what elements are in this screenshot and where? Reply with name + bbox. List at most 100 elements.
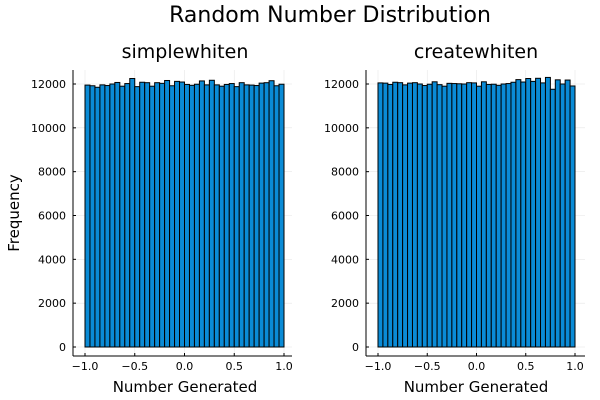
simplewhiten-bars	[84, 78, 285, 348]
simplewhiten-bar-31	[233, 86, 240, 348]
simplewhiten-axes	[72, 70, 292, 357]
simplewhiten-bar-37	[263, 82, 270, 348]
simplewhiten-bar-13	[144, 82, 151, 348]
createwhiten-bar-10	[421, 85, 428, 348]
createwhiten-title: createwhiten	[414, 41, 538, 63]
createwhiten-bars	[377, 76, 576, 348]
simplewhiten-bar-38	[268, 80, 275, 348]
simplewhiten-bar-9	[124, 83, 131, 348]
createwhiten-bar-15	[446, 82, 453, 348]
simplewhiten-bar-36	[258, 82, 265, 348]
simplewhiten-y-tick-label: 12000	[31, 78, 66, 91]
createwhiten-panel: createwhiten Number Generated −1.0 −0.5 0.…	[324, 41, 585, 396]
simplewhiten-bar-40	[278, 83, 285, 348]
simplewhiten-bar-10	[129, 78, 136, 348]
simplewhiten-bar-8	[119, 85, 126, 348]
frequency-ylabel: Frequency	[5, 174, 23, 252]
simplewhiten-bar-24	[198, 80, 205, 348]
simplewhiten-bar-30	[228, 83, 235, 348]
createwhiten-bar-36	[549, 88, 556, 348]
simplewhiten-bar-28	[218, 85, 225, 348]
createwhiten-bar-25	[495, 84, 502, 348]
simplewhiten-bar-39	[273, 85, 280, 348]
createwhiten-x-tick-label: 0.0	[468, 360, 486, 373]
simplewhiten-bar-15	[154, 82, 161, 348]
createwhiten-bar-28	[510, 81, 517, 348]
createwhiten-bar-32	[530, 80, 537, 348]
createwhiten-y-tick-label: 0	[352, 341, 359, 354]
simplewhiten-title: simplewhiten	[122, 41, 249, 63]
createwhiten-bar-14	[441, 85, 448, 348]
figure-title: Random Number Distribution	[169, 3, 491, 28]
simplewhiten-x-ticks: −1.0 −0.5 0.0 0.5 1.0	[72, 353, 293, 373]
createwhiten-bar-39	[564, 79, 571, 348]
createwhiten-bar-35	[544, 76, 551, 348]
simplewhiten-y-tick-label: 8000	[38, 166, 66, 179]
simplewhiten-y-ticks: 0 2000 4000 6000 8000 10000 12000	[31, 78, 76, 354]
createwhiten-bar-7	[407, 82, 413, 348]
simplewhiten-y-tick-label: 0	[59, 341, 66, 354]
createwhiten-bar-12	[431, 81, 438, 348]
simplewhiten-bar-1	[84, 84, 91, 348]
createwhiten-bar-19	[466, 82, 473, 348]
createwhiten-bar-23	[485, 83, 492, 348]
createwhiten-bar-16	[451, 83, 458, 348]
simplewhiten-bar-3	[94, 86, 101, 348]
createwhiten-bar-4	[392, 81, 399, 348]
createwhiten-bar-8	[411, 82, 418, 348]
createwhiten-bar-30	[520, 81, 527, 348]
simplewhiten-y-tick-label: 6000	[38, 210, 66, 223]
createwhiten-xlabel: Number Generated	[404, 378, 549, 396]
createwhiten-bar-18	[461, 83, 468, 348]
createwhiten-bar-6	[402, 84, 409, 348]
createwhiten-bar-40	[569, 85, 576, 348]
simplewhiten-bar-34	[248, 84, 255, 348]
simplewhiten-panel: simplewhiten Number Generated Frequency …	[5, 41, 293, 396]
simplewhiten-bar-2	[89, 85, 96, 348]
simplewhiten-xlabel: Number Generated	[113, 378, 258, 396]
simplewhiten-bar-5	[104, 85, 111, 348]
simplewhiten-bar-33	[243, 84, 250, 348]
createwhiten-bar-34	[540, 82, 546, 348]
simplewhiten-bar-23	[193, 83, 200, 348]
simplewhiten-bar-22	[188, 84, 195, 348]
createwhiten-bar-2	[382, 82, 389, 348]
createwhiten-bar-21	[476, 85, 482, 348]
createwhiten-bar-20	[471, 82, 478, 348]
simplewhiten-bar-6	[109, 83, 116, 348]
simplewhiten-bar-35	[253, 85, 260, 348]
simplewhiten-bar-21	[184, 83, 190, 348]
simplewhiten-bar-7	[114, 81, 121, 348]
simplewhiten-x-tick-label: 1.0	[275, 360, 293, 373]
createwhiten-y-tick-label: 6000	[331, 210, 359, 223]
createwhiten-x-tick-label: 0.5	[517, 360, 535, 373]
simplewhiten-bar-26	[208, 79, 215, 348]
createwhiten-bar-24	[490, 83, 497, 348]
simplewhiten-x-tick-label: 0.5	[226, 360, 244, 373]
createwhiten-bar-22	[480, 81, 487, 348]
createwhiten-bar-5	[397, 82, 404, 348]
simplewhiten-bar-18	[169, 85, 176, 348]
createwhiten-y-tick-label: 10000	[324, 122, 359, 135]
createwhiten-bar-17	[456, 83, 463, 348]
simplewhiten-x-tick-label: −0.5	[121, 360, 148, 373]
createwhiten-bar-29	[515, 79, 522, 348]
simplewhiten-y-tick-label: 4000	[38, 253, 66, 266]
createwhiten-x-tick-label: 1.0	[566, 360, 584, 373]
createwhiten-x-tick-label: −1.0	[365, 360, 392, 373]
createwhiten-y-tick-label: 2000	[331, 297, 359, 310]
createwhiten-x-ticks: −1.0 −0.5 0.0 0.5 1.0	[365, 353, 584, 373]
createwhiten-bar-13	[436, 84, 443, 348]
createwhiten-y-tick-label: 4000	[331, 253, 359, 266]
simplewhiten-bar-29	[223, 83, 230, 348]
simplewhiten-y-tick-label: 2000	[38, 297, 66, 310]
createwhiten-y-tick-label: 8000	[331, 166, 359, 179]
simplewhiten-x-tick-label: −1.0	[72, 360, 99, 373]
createwhiten-bar-3	[387, 83, 394, 348]
createwhiten-y-tick-label: 12000	[324, 78, 359, 91]
createwhiten-x-tick-label: −0.5	[414, 360, 441, 373]
simplewhiten-bar-4	[99, 84, 106, 348]
simplewhiten-bar-12	[139, 81, 146, 348]
simplewhiten-bar-17	[164, 79, 171, 348]
